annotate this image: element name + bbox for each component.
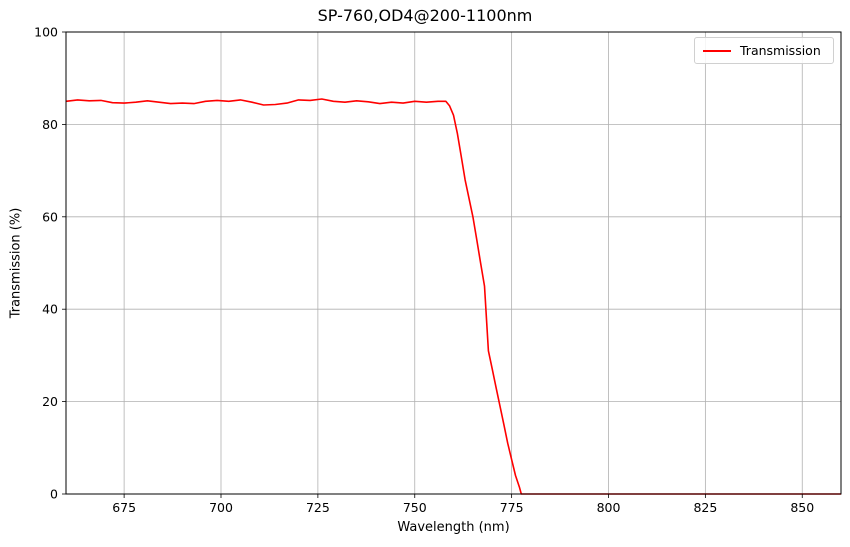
svg-text:20: 20 bbox=[42, 394, 58, 409]
svg-text:800: 800 bbox=[597, 500, 621, 515]
legend-line-icon bbox=[703, 50, 731, 52]
transmission-line bbox=[65, 98, 841, 495]
svg-text:725: 725 bbox=[306, 500, 330, 515]
legend: Transmission bbox=[694, 37, 834, 64]
plot-frame bbox=[65, 31, 842, 495]
svg-text:775: 775 bbox=[500, 500, 524, 515]
svg-text:675: 675 bbox=[112, 500, 136, 515]
svg-text:100: 100 bbox=[34, 25, 58, 40]
svg-text:80: 80 bbox=[42, 117, 58, 132]
x-axis-ticks: 675 700 725 750 775 800 825 850 bbox=[112, 494, 814, 515]
svg-text:750: 750 bbox=[403, 500, 427, 515]
grid-lines bbox=[66, 31, 841, 495]
y-axis-label: Transmission (%) bbox=[8, 207, 24, 319]
svg-text:825: 825 bbox=[693, 500, 717, 515]
svg-text:850: 850 bbox=[790, 500, 814, 515]
svg-text:700: 700 bbox=[209, 500, 233, 515]
x-axis-label: Wavelength (nm) bbox=[397, 520, 510, 535]
svg-text:60: 60 bbox=[42, 209, 58, 224]
legend-label: Transmission bbox=[740, 43, 821, 58]
chart-title: SP-760,OD4@200-1100nm bbox=[317, 6, 533, 25]
y-axis-ticks: 0 20 40 60 80 100 bbox=[34, 25, 66, 502]
svg-text:0: 0 bbox=[50, 487, 58, 502]
svg-text:40: 40 bbox=[42, 302, 58, 317]
